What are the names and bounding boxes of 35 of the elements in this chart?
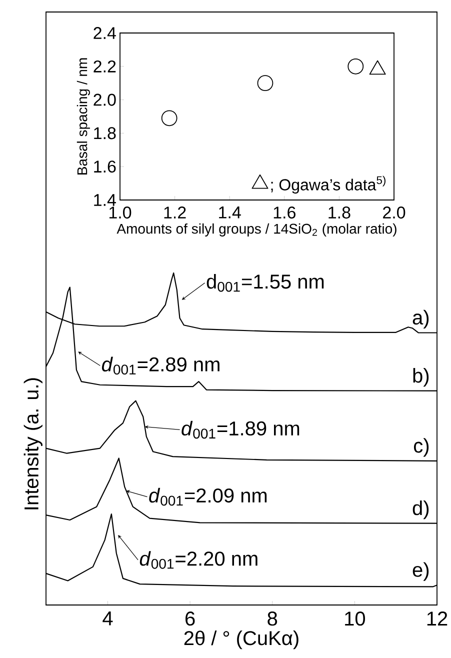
x-tick-label: 1.2	[164, 206, 186, 218]
series-label: c)	[414, 438, 429, 457]
y-tick-label: 2.2	[94, 60, 116, 72]
x-tick-label: 1.4	[219, 206, 241, 218]
x-tick-label: 8	[268, 612, 278, 626]
y-tick-label: 1.8	[94, 127, 116, 140]
x-axis-title: Amounts of silyl groups / 14SiO$_{2}$ (molar ratio)	[116, 223, 396, 236]
x-tick-label: 1.8	[328, 206, 350, 219]
y-axis-title: Intensity (a. u.)	[24, 378, 42, 510]
x-tick-label: 4	[102, 612, 113, 626]
y-tick-label: 2.0	[94, 94, 116, 106]
x-tick-label: 2.0	[383, 206, 406, 219]
y-tick-label: 1.6	[94, 160, 116, 173]
series-label: d)	[412, 500, 429, 520]
annotation: d$_{001}$=2.20 nm	[140, 551, 258, 569]
legend-label: ; Ogawa’s data$^{5)}$	[271, 176, 386, 194]
x-axis-title: 2θ / ° (CuKα)	[184, 630, 298, 650]
x-tick-label: 1.6	[274, 206, 296, 219]
point	[348, 58, 364, 74]
annotation: d$_{001}$=1.89 nm	[182, 420, 300, 439]
series-label: e)	[412, 562, 429, 581]
y-axis-title: Basal spacing / nm	[76, 58, 90, 174]
y-tick-label: 1.4	[94, 194, 116, 206]
series-label: a)	[412, 310, 429, 329]
x-tick-label: 10	[345, 612, 366, 626]
x-tick-label: 12	[427, 612, 448, 626]
annotation: d$_{001}$=2.09 nm	[149, 488, 267, 506]
point	[161, 110, 178, 126]
point	[257, 75, 274, 92]
series-label: b)	[413, 368, 429, 387]
annotation: d$_{001}$=1.55 nm	[206, 274, 324, 292]
y-tick-label: 2.4	[94, 27, 116, 39]
x-tick-label: 1.0	[109, 206, 132, 219]
annotation: d$_{001}$=2.89 nm	[102, 356, 220, 375]
x-tick-label: 6	[186, 612, 195, 626]
